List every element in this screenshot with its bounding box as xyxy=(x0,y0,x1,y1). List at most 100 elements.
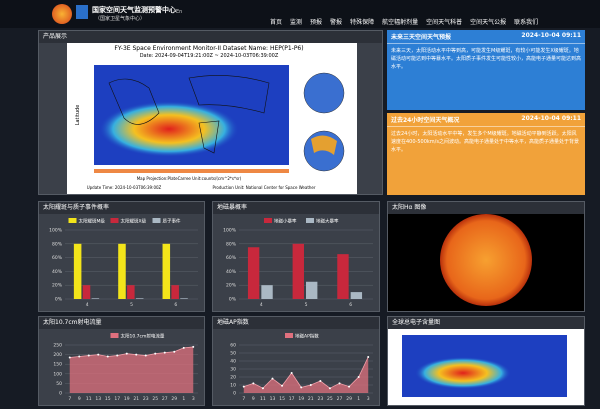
area xyxy=(69,346,194,393)
panel-title: 全球总电子含量图 xyxy=(388,317,584,329)
bar xyxy=(162,243,171,299)
image-title: FY-3E Space Environment Monitor-II Datas… xyxy=(114,45,303,52)
y-tick-label: 0% xyxy=(229,297,237,303)
x-tick-label: 21 xyxy=(308,396,314,402)
y-tick-label: 40 xyxy=(230,359,236,365)
bar xyxy=(350,292,363,299)
production-unit: Production Unit: National Center for Spa… xyxy=(212,185,315,190)
point xyxy=(97,353,100,356)
point xyxy=(135,353,138,356)
projection: Map Projection:PlateCarree Unit:counts/(… xyxy=(137,176,242,181)
y-tick-label: 10 xyxy=(230,383,236,389)
x-tick-label: 19 xyxy=(124,396,130,402)
map-anomaly xyxy=(99,101,239,157)
box-time: 2024-10-04 09:11 xyxy=(521,32,581,39)
legend-label: 地磁小暴率 xyxy=(274,218,297,225)
point xyxy=(78,355,81,358)
point xyxy=(154,352,157,355)
x-tick-label: 27 xyxy=(162,396,168,402)
y-tick-label: 50 xyxy=(56,381,62,387)
point xyxy=(357,376,360,378)
bar xyxy=(261,285,273,299)
tec-image xyxy=(402,335,567,397)
legend-label: 太阳10.7cm射电流量 xyxy=(121,333,165,340)
x-tick-label: 7 xyxy=(242,396,245,402)
box-time: 2024-10-04 09:11 xyxy=(521,115,581,122)
legend-swatch xyxy=(110,218,119,223)
legend-swatch xyxy=(306,218,314,223)
point xyxy=(328,387,331,390)
nav-item[interactable]: 首页 xyxy=(270,19,283,26)
point xyxy=(338,382,341,385)
nav-item[interactable]: 航空辐射剂量 xyxy=(382,19,419,26)
nav-item[interactable]: 监测 xyxy=(290,19,303,26)
x-tick-label: 5 xyxy=(305,302,308,308)
forecast-box: 未来三天空间天气预报 2024-10-04 09:11 未来三天，太阳活动水平中等… xyxy=(387,30,585,110)
panel-title: 太阳10.7cm射电流量 xyxy=(39,317,204,329)
point xyxy=(163,351,166,354)
point xyxy=(271,377,274,380)
x-tick-label: 11 xyxy=(86,396,92,402)
x-tick-label: 21 xyxy=(133,396,139,402)
bar xyxy=(306,281,318,299)
y-tick-label: 150 xyxy=(53,362,62,368)
y-tick-label: 40% xyxy=(52,269,63,275)
x-tick-label: 1 xyxy=(357,396,360,402)
point xyxy=(290,372,293,374)
y-tick-label: 40% xyxy=(226,269,237,275)
product-panel: 产品展示 FY-3E Space Environment Monitor-II … xyxy=(38,30,383,195)
nav-item[interactable]: 预报 xyxy=(310,19,323,26)
chart-panel: 地磁AP指数 0 10 20 30 40 50 60 地磁AP指数 7 9 11 13 15 17 19 21 2… xyxy=(212,316,380,406)
point xyxy=(192,345,195,348)
coastline xyxy=(108,75,270,154)
nav: 首页 监测 预报 警报 特殊保障 航空辐射剂量 空间天气科普 空间天气公报 联系我们 xyxy=(262,9,538,28)
colorbar xyxy=(94,169,289,173)
image-date: Date: 2024-09-04T19:21:00Z ~ 2024-10-03T… xyxy=(140,53,279,59)
legend-swatch xyxy=(68,218,77,223)
legend-swatch xyxy=(110,333,119,338)
x-tick-label: 17 xyxy=(289,396,295,402)
box-text: 过去24小时，太阳活动水平中等，发生多个M级耀斑。地磁活动平静到活跃。太阳风速度… xyxy=(391,131,579,153)
point xyxy=(309,384,312,386)
legend-label: 太阳耀斑X级 xyxy=(121,218,147,225)
nav-item[interactable]: 联系我们 xyxy=(514,19,539,26)
point xyxy=(182,346,185,349)
point xyxy=(125,352,128,355)
sun-disk xyxy=(440,214,532,306)
point xyxy=(68,356,71,359)
header: 国家空间天气监测预警中心 （国家卫星气象中心） En 首页 监测 预报 警报 特殊保障航… xyxy=(0,0,600,28)
point xyxy=(348,385,351,388)
bar xyxy=(135,298,144,299)
point xyxy=(319,380,322,382)
x-tick-label: 25 xyxy=(152,396,158,402)
y-tick-label: 0 xyxy=(233,391,236,397)
panel-title: 地磁AP指数 xyxy=(213,317,379,329)
x-tick-label: 29 xyxy=(346,396,352,402)
x-tick-label: 13 xyxy=(95,396,101,402)
lang-link[interactable]: En xyxy=(176,9,183,15)
product-image: FY-3E Space Environment Monitor-II Datas… xyxy=(67,43,357,194)
nav-item[interactable]: 警报 xyxy=(330,19,343,26)
nav-item[interactable]: 空间天气公报 xyxy=(470,19,507,26)
nav-item[interactable]: 特殊保障 xyxy=(350,19,375,26)
point xyxy=(87,354,90,357)
legend-swatch xyxy=(285,333,293,338)
point xyxy=(261,387,264,390)
chart: 0% 20% 40% 60% 80% 100% 太阳耀斑M级 太阳耀斑X级 质子事件 4 5 6 xyxy=(49,218,198,308)
legend-swatch xyxy=(264,218,272,223)
x-tick-label: 23 xyxy=(317,396,323,402)
line xyxy=(69,346,194,358)
legend-label: 地磁大暴率 xyxy=(316,218,339,225)
update-time: Update Time: 2024-10-03T06:39:00Z xyxy=(87,185,162,190)
legend-label: 地磁AP指数 xyxy=(295,333,319,340)
nav-item[interactable]: 空间天气科普 xyxy=(426,19,463,26)
point xyxy=(252,382,255,385)
tec-panel: 全球总电子含量图 xyxy=(387,316,585,406)
y-tick-label: 250 xyxy=(53,343,62,349)
x-tick-label: 5 xyxy=(130,302,133,308)
bar xyxy=(73,243,82,299)
legend-label: 太阳耀斑M级 xyxy=(79,218,106,225)
y-tick-label: 60 xyxy=(230,343,236,349)
